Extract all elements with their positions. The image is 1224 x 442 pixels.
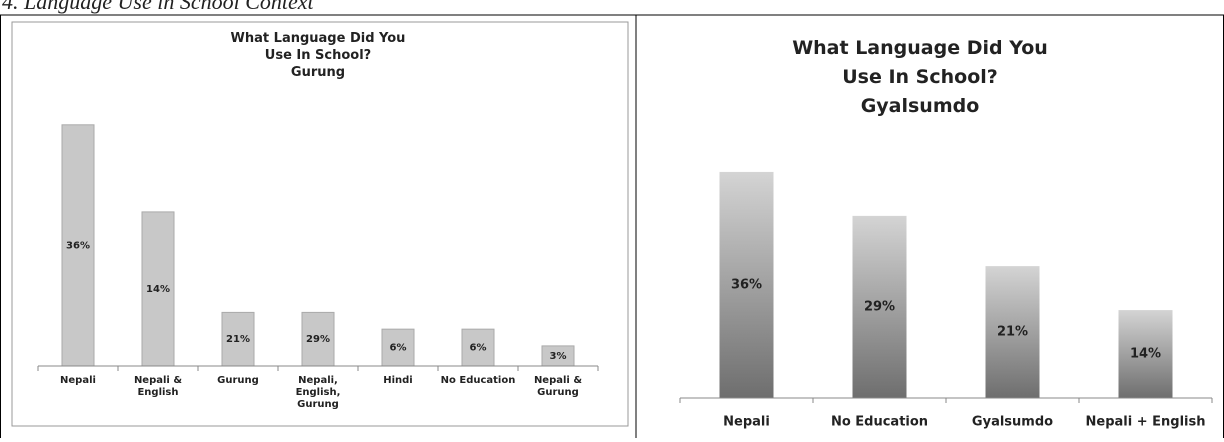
bar-label: 14% xyxy=(1130,347,1161,362)
bar-label: 29% xyxy=(864,299,895,314)
x-tick-label: Gurung xyxy=(217,375,259,386)
bar xyxy=(461,328,495,367)
x-tick-label: Nepali & Gurung xyxy=(534,375,582,398)
bar-label: 6% xyxy=(470,343,487,354)
bar-label: 14% xyxy=(146,284,170,295)
bar-label: 21% xyxy=(226,334,250,345)
bar-label: 3% xyxy=(550,351,567,362)
chart-title: What Language Did You Use In School? Gyals… xyxy=(792,37,1048,117)
bar xyxy=(1118,310,1173,398)
bar-label: 36% xyxy=(731,277,762,292)
x-tick-label: Nepali & English xyxy=(134,375,182,398)
bar-label: 21% xyxy=(997,325,1028,340)
bar xyxy=(852,215,907,398)
chart-title: What Language Did You Use In School? Gurun… xyxy=(231,31,406,80)
caption: 4. Language Use in School Context xyxy=(2,0,315,14)
x-tick-label: Nepali, English, Gurung xyxy=(296,375,341,410)
bar xyxy=(719,171,774,398)
x-tick-label: Hindi xyxy=(383,375,413,386)
x-tick-label: Nepali xyxy=(723,415,770,430)
bar-label: 29% xyxy=(306,334,330,345)
bar-label: 6% xyxy=(390,343,407,354)
x-tick-label: Nepali + English xyxy=(1086,415,1206,430)
x-tick-label: Nepali xyxy=(60,375,96,386)
bar xyxy=(985,266,1040,398)
bar-label: 36% xyxy=(66,240,90,251)
x-tick-label: Gyalsumdo xyxy=(972,415,1053,430)
x-tick-label: No Education xyxy=(441,375,516,386)
x-tick-label: No Education xyxy=(831,415,928,430)
